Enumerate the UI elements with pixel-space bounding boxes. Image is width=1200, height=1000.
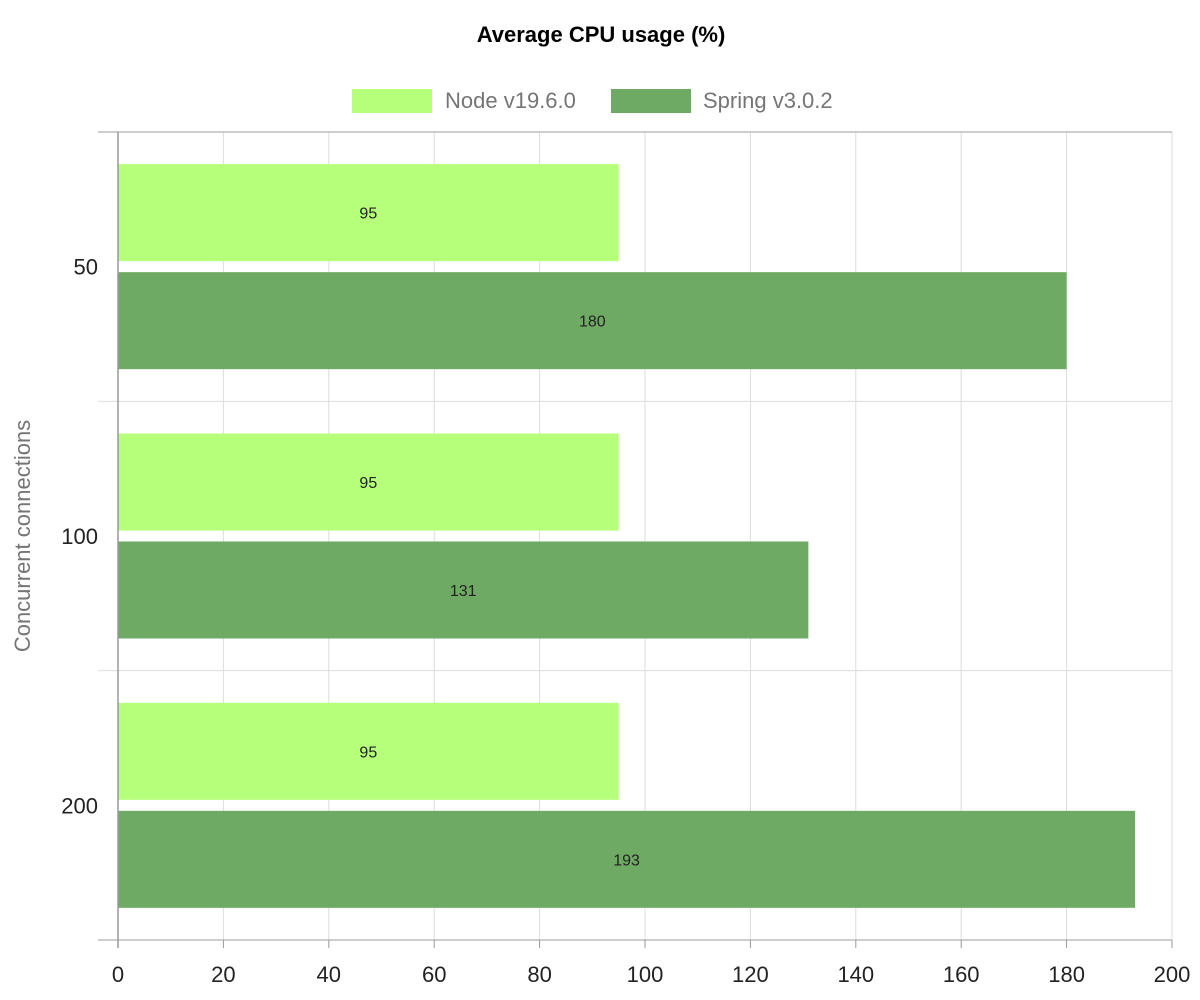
bar-data-label: 95 [359,475,377,492]
bar [118,164,619,262]
bar [118,810,1136,908]
x-tick-label: 200 [1154,962,1191,987]
x-tick-labels: 0 20 40 60 80 100 120 140 160 180 200 [112,962,1190,987]
bar [118,272,1067,370]
bar [118,541,809,639]
axes [117,132,1173,948]
bar [118,702,619,800]
legend-label-node: Node v19.6.0 [445,88,576,113]
x-tick-label: 0 [112,962,124,987]
bar-data-label: 95 [359,206,377,223]
chart-title: Average CPU usage (%) [477,22,726,47]
y-tick-label: 100 [61,524,98,549]
legend: Node v19.6.0 Spring v3.0.2 [352,88,833,113]
y-tick-label: 200 [61,793,98,818]
bar-data-label: 131 [450,583,477,600]
x-tick-label: 120 [732,962,769,987]
bar-data-label: 95 [359,744,377,761]
y-tick-label: 50 [74,255,98,280]
x-tick-label: 20 [211,962,235,987]
x-tick-label: 80 [527,962,551,987]
x-tick-label: 140 [837,962,874,987]
legend-swatch-spring [611,89,691,113]
x-tick-label: 100 [627,962,664,987]
bar [118,433,619,531]
legend-label-spring: Spring v3.0.2 [703,88,833,113]
bar-data-label: 193 [613,852,640,869]
y-axis-title: Concurrent connections [10,420,35,652]
bars: 95 180 95 131 95 193 [118,164,1136,908]
legend-swatch-node [352,89,432,113]
x-tick-label: 160 [943,962,980,987]
x-tick-label: 60 [422,962,446,987]
bar-data-label: 180 [579,314,606,331]
y-tick-labels: 50 100 200 [61,255,98,819]
x-tick-label: 180 [1048,962,1085,987]
gridlines [98,131,1173,941]
x-tick-label: 40 [317,962,341,987]
